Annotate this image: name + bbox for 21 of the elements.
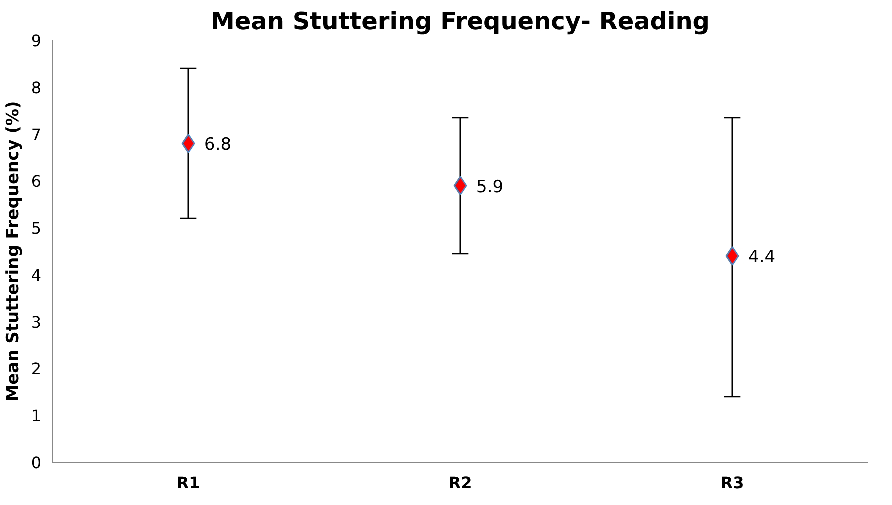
y-tick-label: 5 <box>31 219 42 238</box>
point <box>182 134 196 154</box>
y-tick-label: 9 <box>31 32 42 50</box>
y-tick-label: 4 <box>31 266 42 285</box>
y-tick-label: 3 <box>31 312 42 332</box>
y-tick-label: 1 <box>31 406 42 426</box>
data-label: 4.4 <box>748 248 776 268</box>
point <box>726 246 740 266</box>
x-tick-label: R1 <box>176 474 200 492</box>
y-tick-label: 6 <box>31 172 42 192</box>
y-tick-label: 0 <box>31 454 42 472</box>
y-tick-label: 7 <box>31 125 42 144</box>
data-label: 6.8 <box>204 135 232 156</box>
y-tick-label: 8 <box>31 78 42 98</box>
y-tick-label: 2 <box>31 360 42 379</box>
data-label: 5.9 <box>476 177 504 198</box>
x-tick-label: R2 <box>448 474 472 492</box>
y-axis-title: Mean Stuttering Frequency (%) <box>3 101 24 402</box>
x-tick-label: R3 <box>720 474 744 492</box>
chart-title: Mean Stuttering Frequency- Reading <box>211 8 710 36</box>
point <box>454 176 468 196</box>
